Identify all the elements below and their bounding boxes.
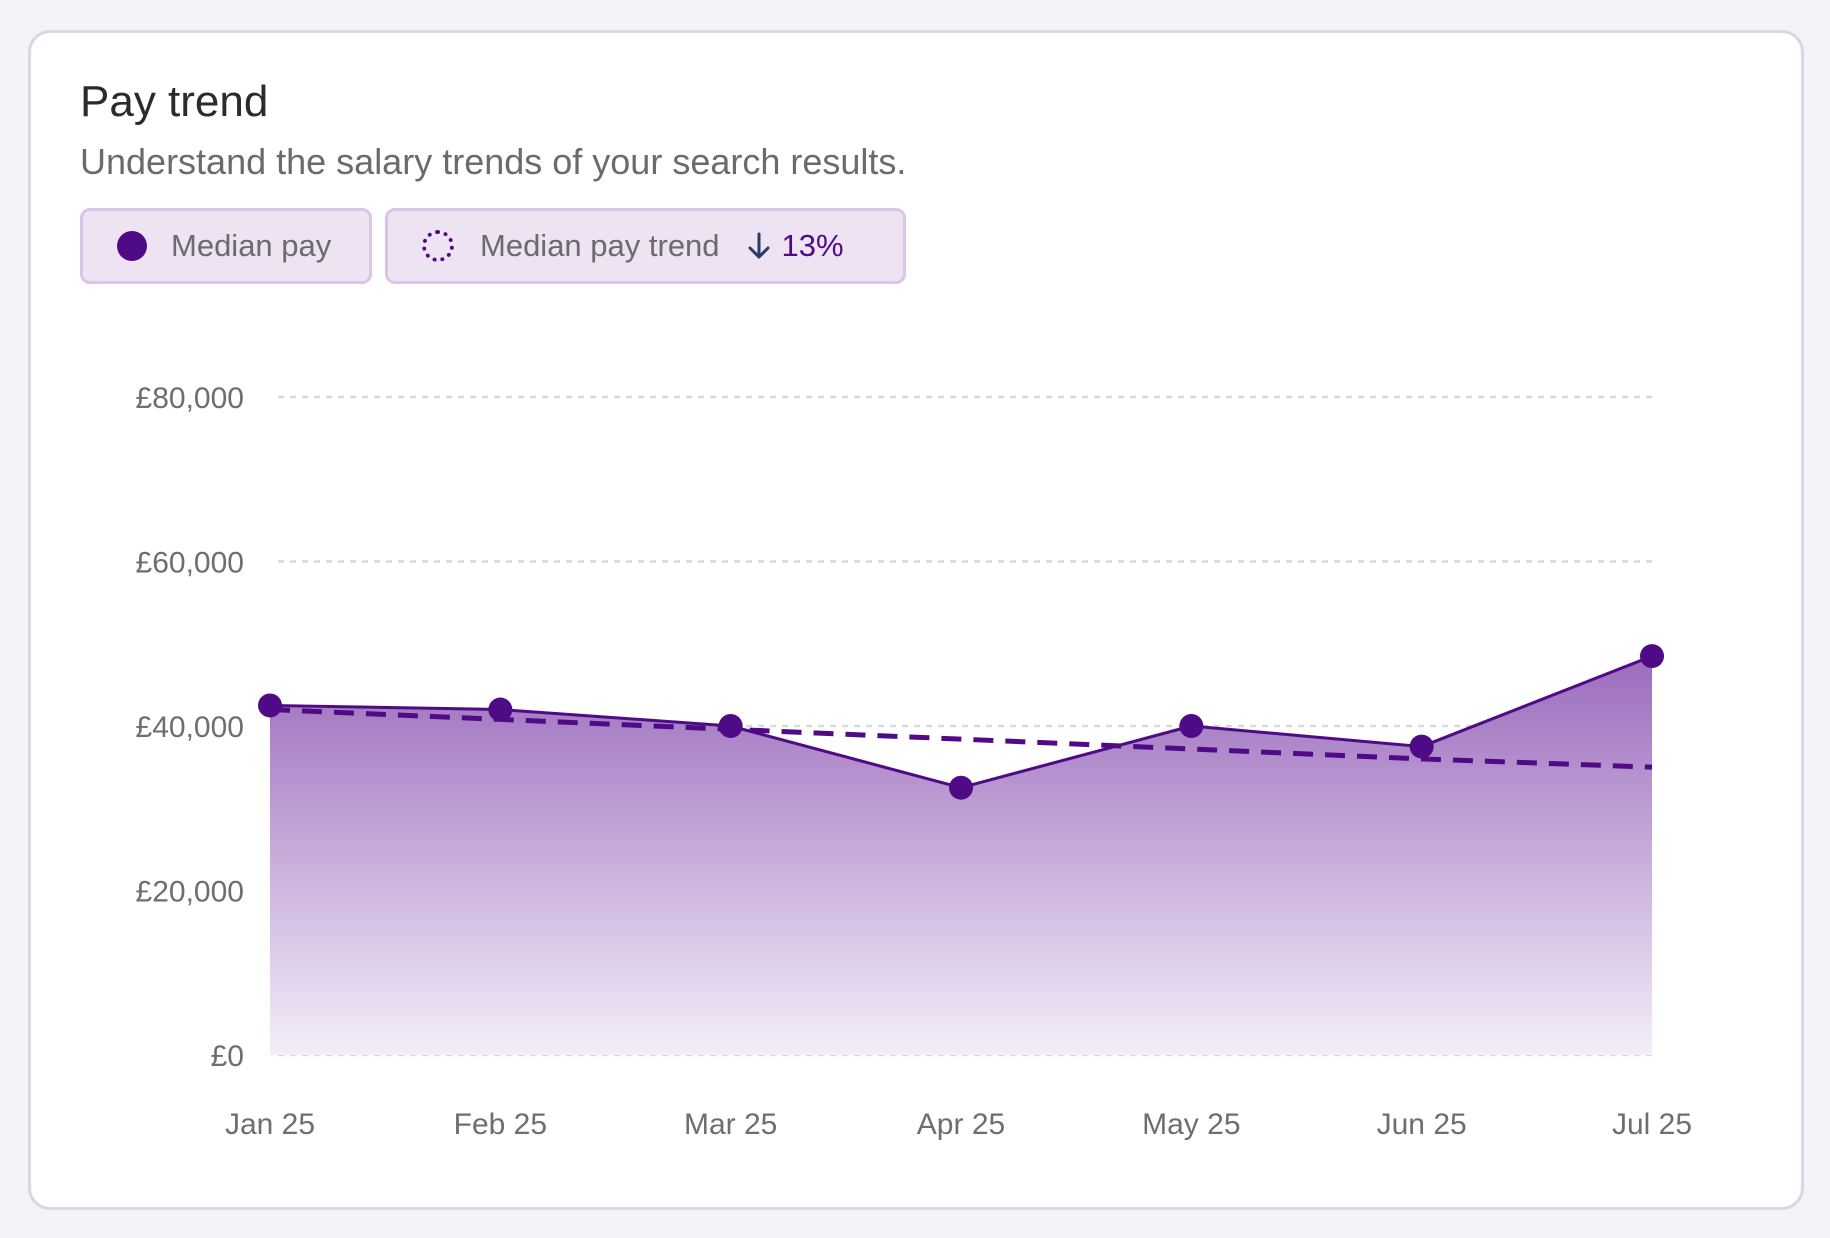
x-tick-label: Jul 25 — [1612, 1108, 1692, 1141]
x-axis-ticks: Jan 25 Feb 25 Mar 25 Apr 25 May 25 Jun 25 Jul … — [225, 1108, 1692, 1141]
x-tick-label: Feb 25 — [454, 1108, 547, 1141]
y-axis-ticks: £0 £20,000 £40,000 £60,000 £80,000 — [136, 382, 244, 1073]
card-title: Pay trend — [80, 77, 269, 126]
median-pay-point[interactable] — [718, 714, 743, 738]
y-tick-label: £80,000 — [136, 382, 244, 415]
x-tick-label: Apr 25 — [917, 1108, 1005, 1141]
x-tick-label: May 25 — [1142, 1108, 1240, 1141]
median-pay-point[interactable] — [258, 693, 282, 718]
median-pay-area — [270, 656, 1652, 1055]
median-pay-point[interactable] — [488, 697, 513, 722]
y-tick-label: £40,000 — [136, 711, 244, 744]
x-tick-label: Jan 25 — [225, 1108, 315, 1141]
y-tick-label: £20,000 — [136, 876, 244, 909]
legend-median-pay-label: Median pay — [171, 228, 332, 263]
legend-median-pay-trend[interactable]: Median pay trend 13% — [385, 208, 906, 284]
legend-median-pay[interactable]: Median pay — [80, 208, 372, 284]
median-pay-point[interactable] — [1409, 734, 1434, 759]
area-layer — [270, 656, 1652, 1055]
point-layer — [258, 644, 1664, 800]
median-pay-point[interactable] — [1640, 644, 1664, 669]
arrow-down-icon — [746, 231, 772, 261]
solid-dot-icon — [117, 231, 147, 261]
y-tick-label: £0 — [211, 1040, 244, 1073]
median-pay-point[interactable] — [1179, 714, 1204, 738]
dashed-dot-icon — [422, 230, 454, 262]
card-subtitle: Understand the salary trends of your sea… — [80, 141, 907, 182]
x-tick-label: Jun 25 — [1377, 1108, 1467, 1141]
x-tick-label: Mar 25 — [684, 1108, 777, 1141]
legend-trend-label: Median pay trend — [480, 228, 720, 263]
y-tick-label: £60,000 — [136, 547, 244, 580]
median-pay-point[interactable] — [949, 775, 973, 800]
trend-change-value: 13% — [781, 228, 844, 263]
